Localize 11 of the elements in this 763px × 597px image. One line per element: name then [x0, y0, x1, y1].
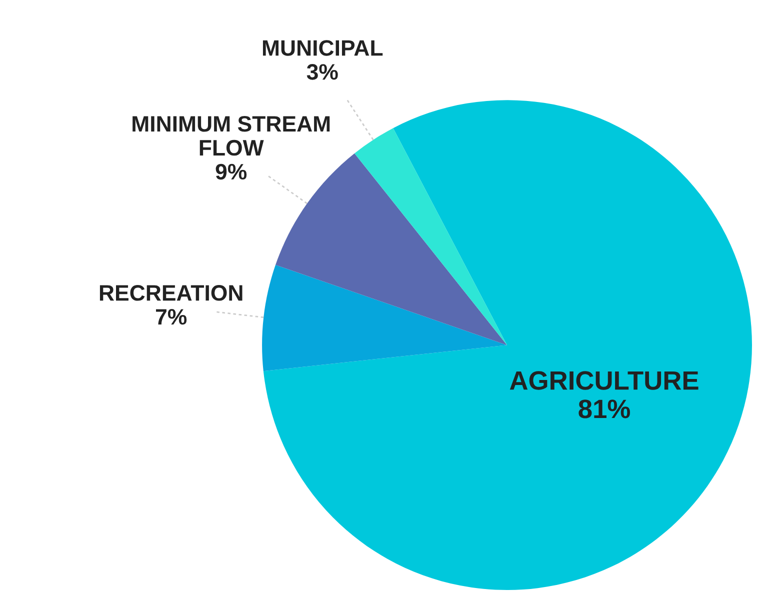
pie-slice — [354, 128, 508, 346]
data-label: 9% — [216, 164, 247, 180]
slice-label: MUNICIPAL — [262, 40, 383, 56]
data-label: 7% — [156, 309, 187, 325]
slice-label: MINIMUM STREAM FLOW — [132, 116, 330, 156]
pie-slice — [262, 264, 508, 372]
data-label: 3% — [306, 64, 338, 80]
data-label: 81% — [578, 400, 630, 418]
slice-label: RECREATION — [100, 285, 242, 301]
slice-label: AGRICULTURE — [510, 371, 698, 390]
pie-slice — [276, 153, 508, 346]
